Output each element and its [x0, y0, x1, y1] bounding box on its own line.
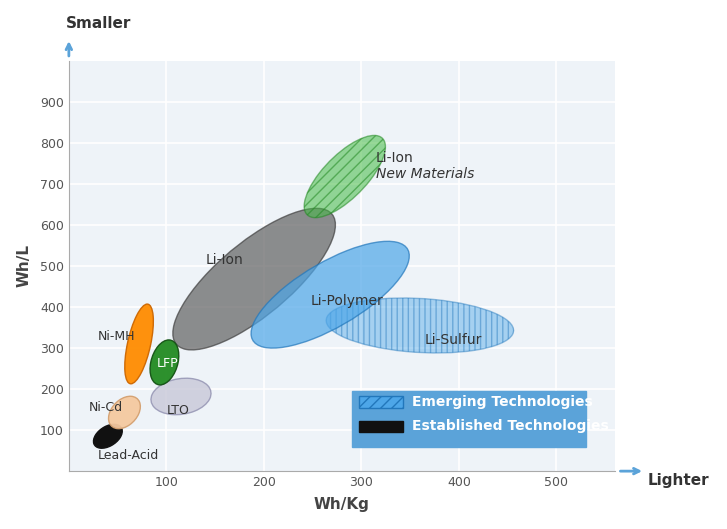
FancyBboxPatch shape: [359, 396, 403, 407]
Ellipse shape: [173, 208, 335, 350]
Ellipse shape: [150, 340, 179, 385]
Text: Lighter: Lighter: [648, 473, 710, 488]
Ellipse shape: [125, 304, 153, 384]
Text: Established Technologies: Established Technologies: [412, 419, 608, 433]
Ellipse shape: [94, 424, 122, 448]
Ellipse shape: [326, 298, 513, 353]
Ellipse shape: [304, 135, 385, 217]
Text: Li-Sulfur: Li-Sulfur: [425, 333, 482, 347]
Ellipse shape: [151, 378, 211, 415]
FancyBboxPatch shape: [359, 421, 403, 432]
Text: Li-Polymer: Li-Polymer: [310, 294, 383, 308]
Ellipse shape: [108, 396, 140, 428]
Text: Smaller: Smaller: [66, 16, 132, 31]
Text: Li-Ion: Li-Ion: [205, 253, 243, 267]
Y-axis label: Wh/L: Wh/L: [17, 244, 32, 287]
Text: LFP: LFP: [156, 357, 178, 370]
Text: Ni-Cd: Ni-Cd: [89, 401, 122, 414]
X-axis label: Wh/Kg: Wh/Kg: [314, 497, 370, 512]
FancyBboxPatch shape: [352, 391, 586, 446]
Text: LTO: LTO: [166, 404, 189, 417]
Text: Li-Ion: Li-Ion: [376, 151, 414, 166]
Text: Ni-MH: Ni-MH: [98, 330, 136, 343]
Text: Emerging Technologies: Emerging Technologies: [412, 395, 593, 409]
Text: New Materials: New Materials: [376, 167, 475, 181]
Text: Lead-Acid: Lead-Acid: [98, 449, 159, 462]
Ellipse shape: [251, 241, 409, 348]
